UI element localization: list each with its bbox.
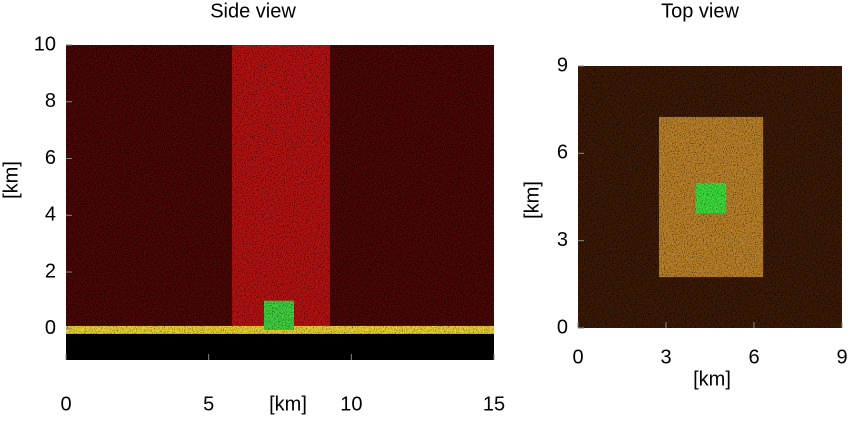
x-tick-label: 6 bbox=[748, 346, 759, 368]
x-tick-label: 5 bbox=[203, 393, 214, 415]
x-tick-label: 9 bbox=[836, 346, 847, 368]
x-tick-label: 0 bbox=[572, 346, 583, 368]
region bbox=[66, 325, 494, 334]
y-axis-label: [km] bbox=[521, 181, 543, 219]
chart-title: Side view bbox=[210, 0, 296, 22]
y-tick-label: 6 bbox=[45, 147, 56, 169]
chart-title: Top view bbox=[661, 0, 739, 22]
region bbox=[232, 45, 330, 332]
x-tick-label: 10 bbox=[340, 393, 362, 415]
y-tick-label: 8 bbox=[45, 90, 56, 112]
y-tick-label: 9 bbox=[557, 54, 568, 76]
y-axis-label: [km] bbox=[0, 161, 22, 199]
y-tick-label: 0 bbox=[557, 316, 568, 338]
x-axis-label: [km] bbox=[269, 393, 307, 415]
y-tick-label: 10 bbox=[34, 33, 56, 55]
x-axis-label: [km] bbox=[693, 368, 731, 390]
y-tick-label: 0 bbox=[45, 317, 56, 339]
y-tick-label: 4 bbox=[45, 204, 56, 226]
region bbox=[696, 183, 727, 214]
x-tick-label: 3 bbox=[660, 346, 671, 368]
y-tick-label: 2 bbox=[45, 260, 56, 282]
y-tick-label: 3 bbox=[557, 229, 568, 251]
y-tick-label: 6 bbox=[557, 142, 568, 164]
x-tick-label: 15 bbox=[483, 393, 505, 415]
x-tick-label: 0 bbox=[60, 393, 71, 415]
region bbox=[264, 300, 294, 330]
